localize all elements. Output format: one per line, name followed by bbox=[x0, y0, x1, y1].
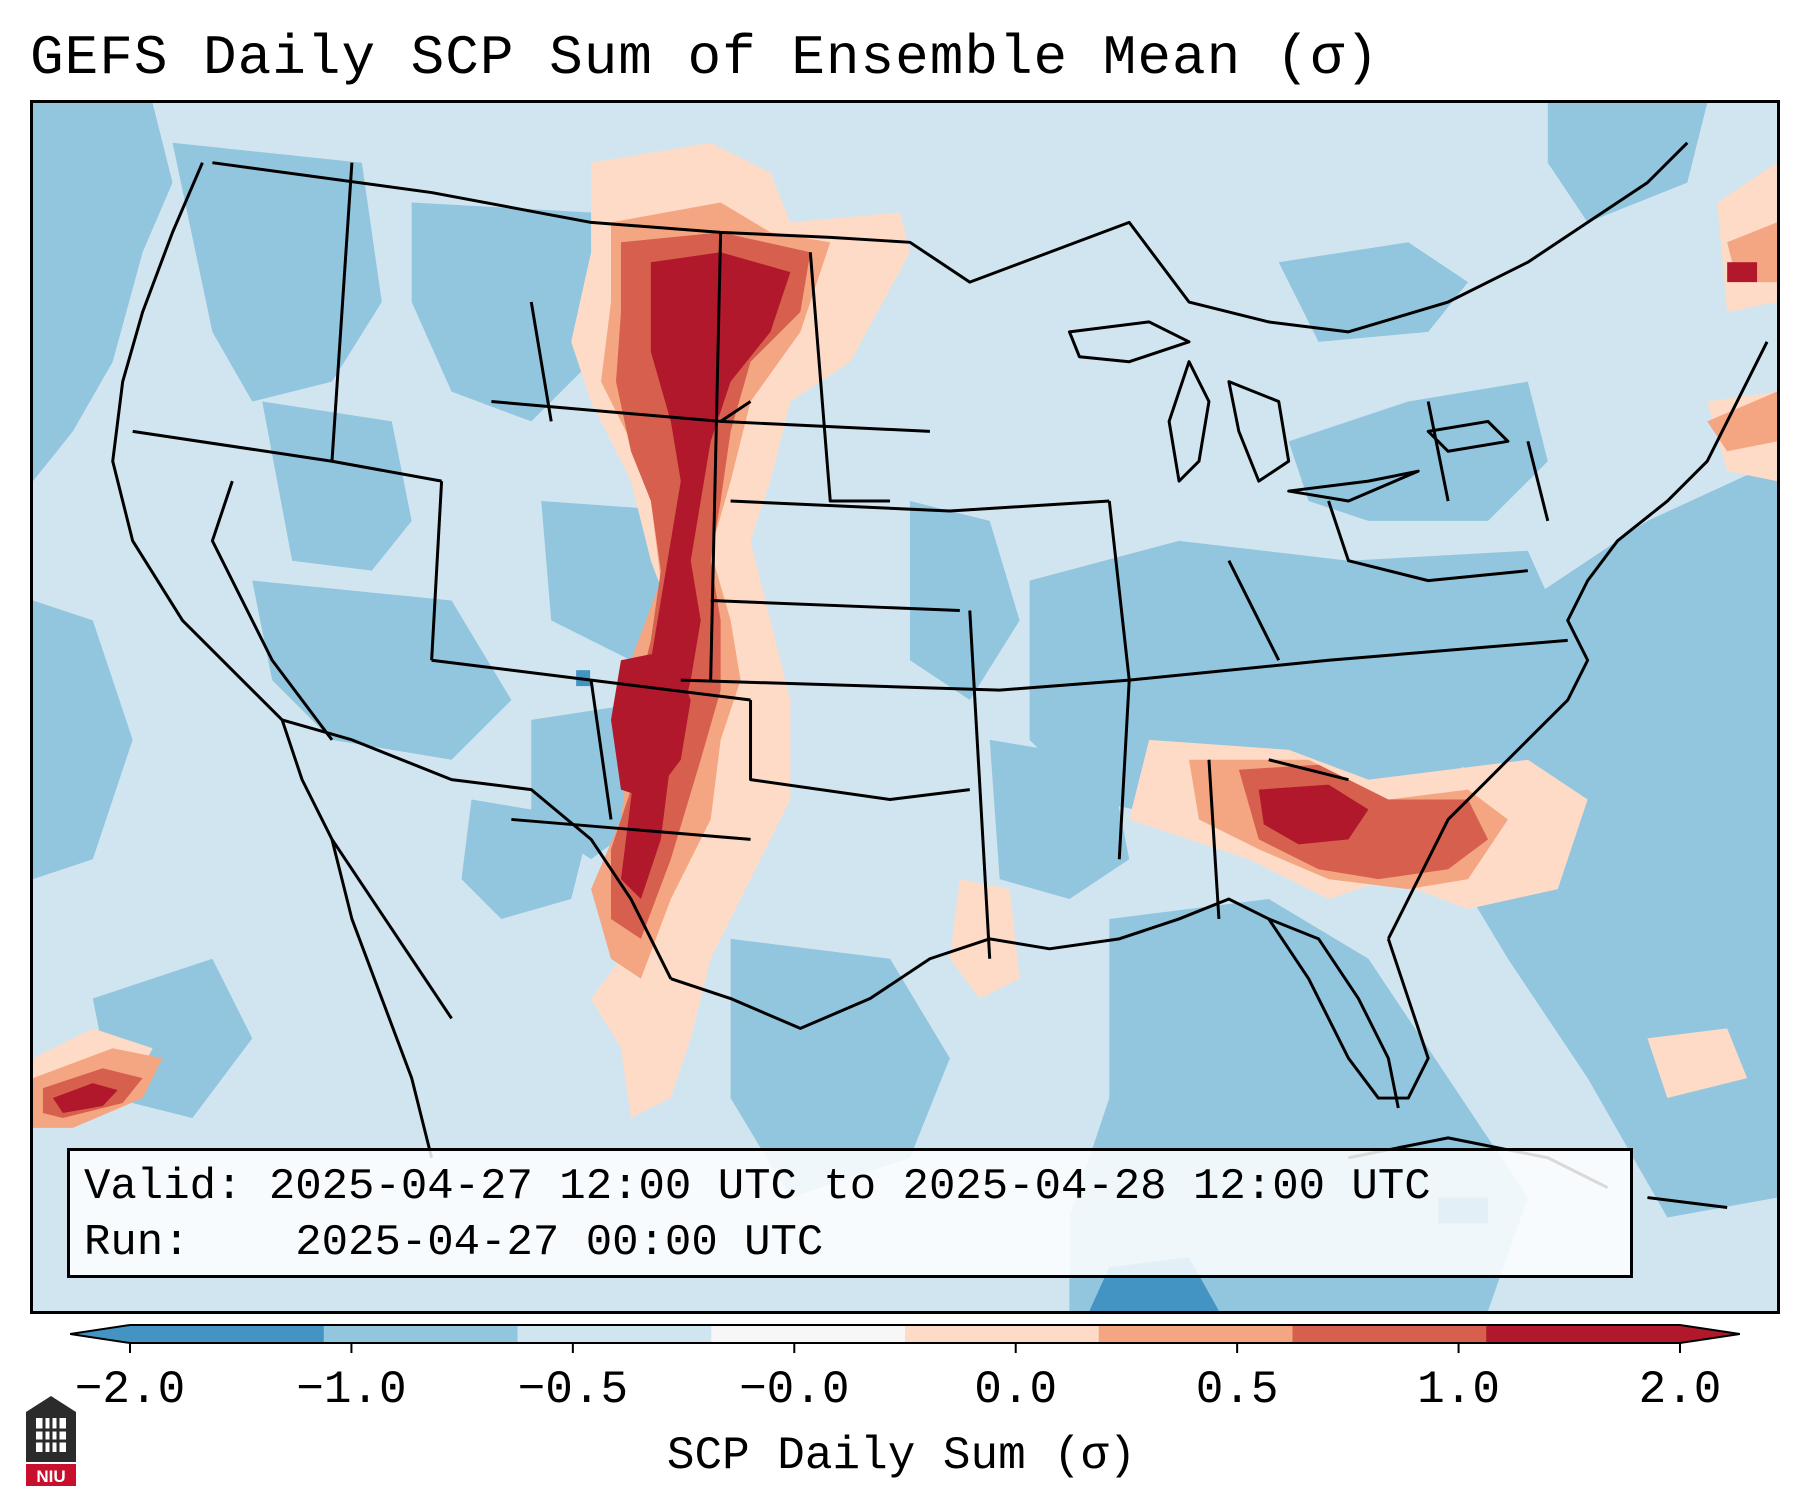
mexico-border bbox=[281, 718, 673, 980]
colorbar-tick-label: −0.5 bbox=[517, 1364, 629, 1416]
colorbar-tick-label: 2.0 bbox=[1638, 1364, 1722, 1416]
baja-outline bbox=[330, 838, 434, 1159]
colorbar-label: SCP Daily Sum (σ) bbox=[666, 1430, 1137, 1482]
east-coast bbox=[1387, 341, 1769, 940]
valid-label: Valid: bbox=[84, 1162, 243, 1212]
logo-text: NIU bbox=[36, 1467, 65, 1486]
colorbar-segment bbox=[905, 1325, 1100, 1343]
map-panel bbox=[30, 100, 1780, 1314]
colorbar-segment bbox=[1486, 1325, 1681, 1343]
colorbar-tick-label: 0.0 bbox=[974, 1364, 1058, 1416]
valid-value: 2025-04-27 12:00 UTC to 2025-04-28 12:00… bbox=[268, 1162, 1431, 1212]
field-max-positive bbox=[52, 252, 1758, 1113]
validity-info-box: Valid: 2025-04-27 12:00 UTC to 2025-04-2… bbox=[67, 1148, 1633, 1278]
colorbar-tick-label: −1.0 bbox=[296, 1364, 407, 1416]
colorbar-tick-label: 0.5 bbox=[1195, 1364, 1279, 1416]
colorbar-tick-label: −2.0 bbox=[74, 1364, 186, 1416]
colorbar-segment bbox=[711, 1325, 906, 1343]
west-coast bbox=[111, 162, 453, 1020]
colorbar-extend-high bbox=[1680, 1325, 1740, 1343]
colorbar-tick-label: 1.0 bbox=[1417, 1364, 1500, 1416]
colorbar-segment bbox=[1292, 1325, 1487, 1343]
colorbar-segment bbox=[517, 1325, 712, 1343]
great-lakes bbox=[1067, 320, 1510, 503]
colorbar-tick-label: −0.0 bbox=[739, 1364, 850, 1416]
run-label: Run: bbox=[84, 1218, 190, 1268]
chart-title: GEFS Daily SCP Sum of Ensemble Mean (σ) bbox=[30, 26, 1380, 90]
canada-border bbox=[212, 141, 1689, 334]
florida-outline bbox=[1268, 917, 1400, 1109]
colorbar bbox=[70, 1324, 1740, 1353]
colorbar-extend-low bbox=[70, 1325, 130, 1343]
gulf-coast bbox=[670, 897, 1430, 1100]
colorbar-segment bbox=[130, 1325, 325, 1343]
run-value: 2025-04-27 00:00 UTC bbox=[295, 1218, 824, 1268]
boundary-lines bbox=[111, 141, 1769, 1209]
university-logo-icon: NIU bbox=[26, 1396, 76, 1486]
scp-map bbox=[33, 103, 1777, 1311]
colorbar-segment bbox=[1098, 1325, 1293, 1343]
colorbar-segment bbox=[323, 1325, 518, 1343]
